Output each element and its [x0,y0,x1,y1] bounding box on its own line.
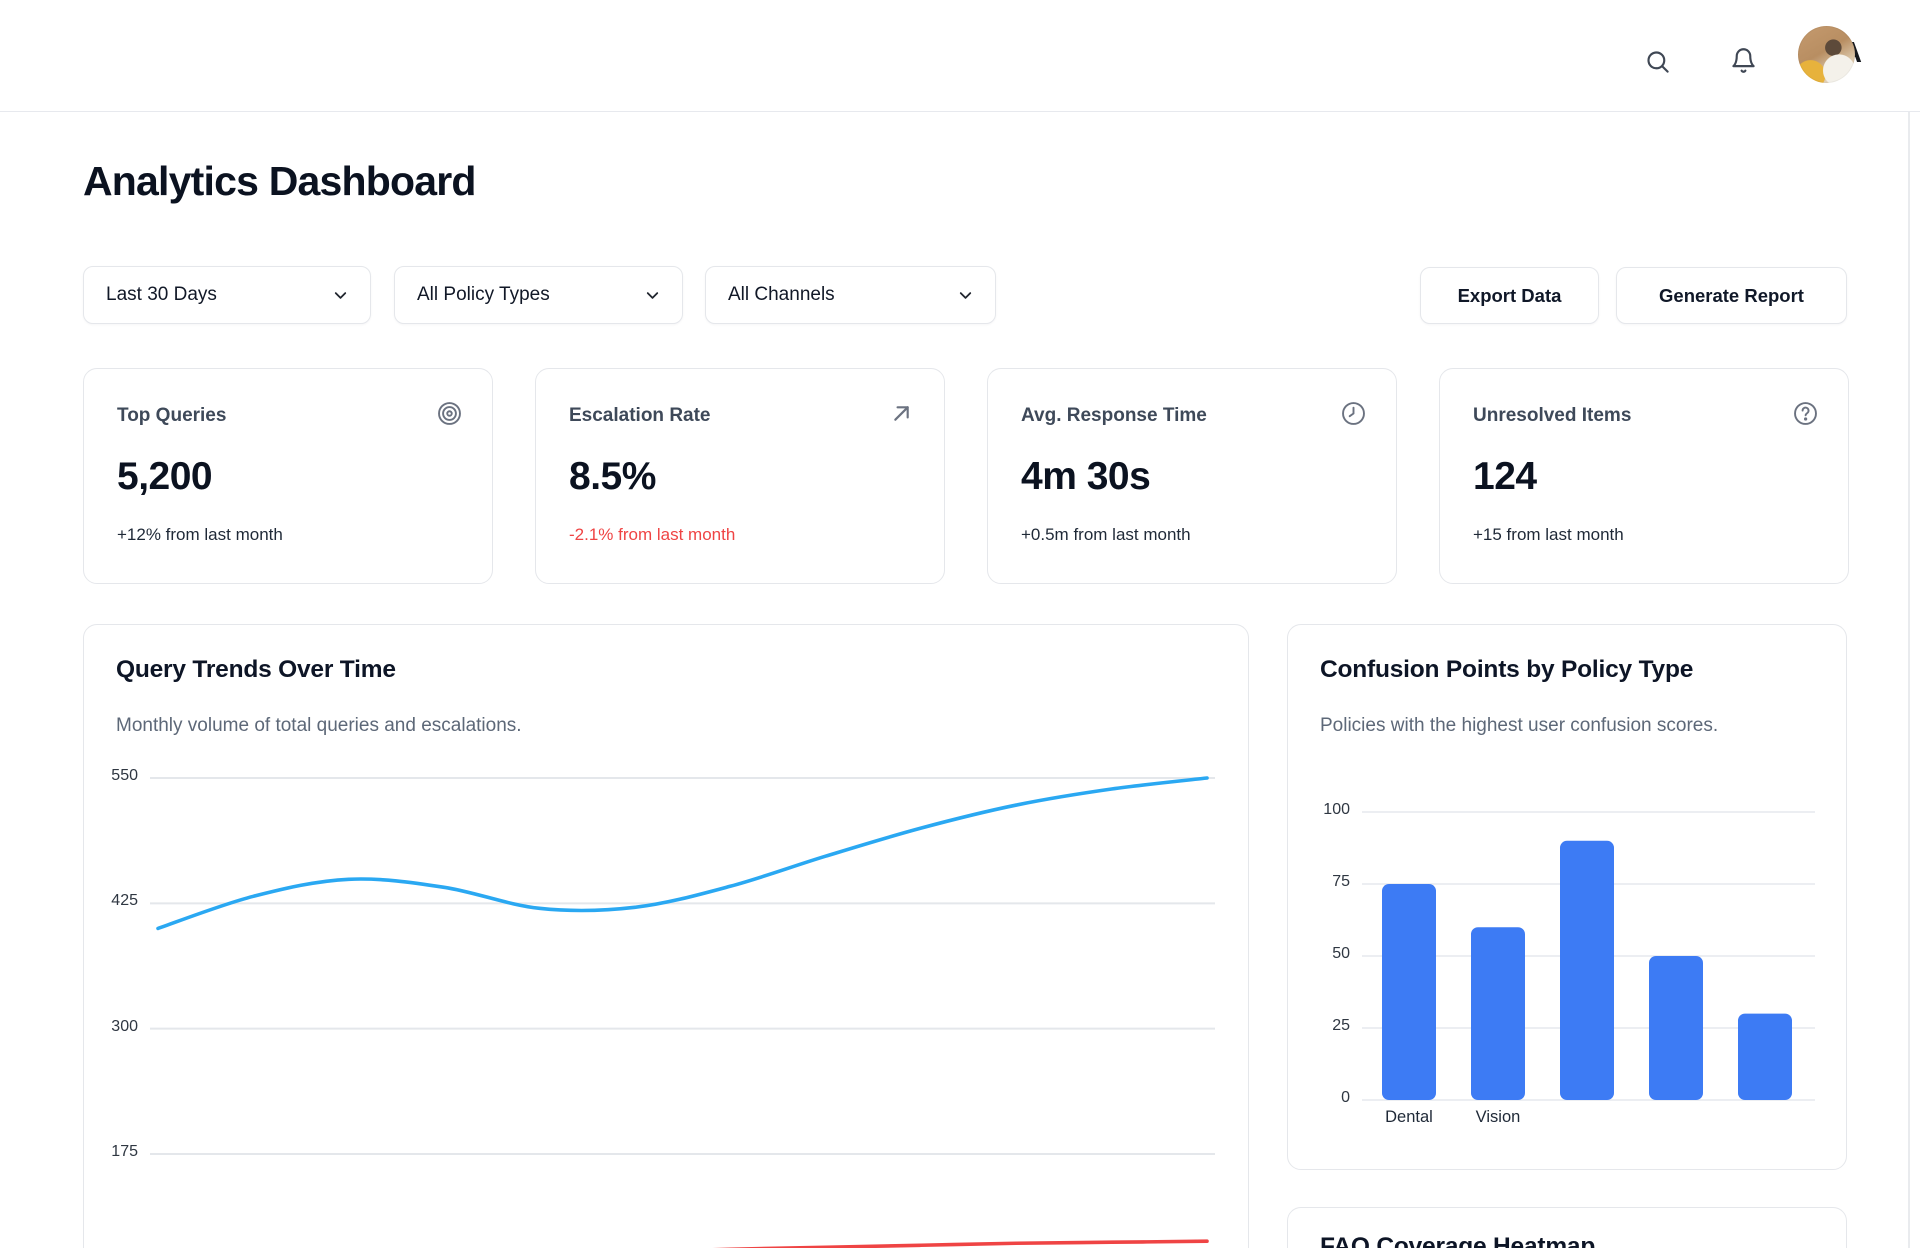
stat-card-avg-response-time: Avg. Response Time 4m 30s +0.5m from las… [987,368,1397,584]
chart-title: Query Trends Over Time [116,656,396,683]
bar-col-5 [1738,1013,1792,1100]
export-data-button[interactable]: Export Data [1420,267,1599,324]
stat-delta: +12% from last month [117,525,283,544]
date-range-value: Last 30 Days [106,284,217,305]
x-axis-category: Vision [1475,1108,1521,1126]
stat-delta: +15 from last month [1473,525,1624,544]
bell-icon[interactable] [1730,47,1757,74]
stat-delta: -2.1% from last month [569,525,736,544]
y-axis-tick: 100 [1323,801,1350,818]
channel-dropdown[interactable]: All Channels [705,266,996,324]
chevron-down-icon [331,286,350,305]
stat-card-top-queries: Top Queries 5,200 +12% from last month [83,368,493,584]
y-axis-tick: 300 [111,1017,138,1035]
stat-value: 5,200 [117,455,213,498]
chart-title: Confusion Points by Policy Type [1320,656,1694,683]
policy-type-value: All Policy Types [417,284,550,305]
date-range-dropdown[interactable]: Last 30 Days [83,266,371,324]
chart-title: FAQ Coverage Heatmap [1320,1233,1596,1248]
stat-label: Escalation Rate [569,405,711,426]
user-avatar[interactable] [1798,26,1855,83]
bar-col-3 [1560,840,1614,1100]
y-axis-tick: 0 [1341,1089,1350,1106]
help-icon [1792,400,1819,427]
y-axis-tick: 75 [1332,873,1350,890]
page-title: Analytics Dashboard [83,158,476,204]
y-axis-tick: 50 [1332,945,1350,962]
bar-Dental [1382,884,1436,1100]
series-total-queries [156,776,1209,931]
stat-card-unresolved-items: Unresolved Items 124 +15 from last month [1439,368,1849,584]
query-trends-card: Query Trends Over Time Monthly volume of… [83,624,1249,1248]
window-right-edge [1908,0,1910,1248]
stat-delta: +0.5m from last month [1021,525,1191,544]
stat-label: Unresolved Items [1473,405,1632,426]
series-escalations [710,1239,1209,1248]
channel-value: All Channels [728,284,835,305]
clock-icon [1340,400,1367,427]
target-icon [436,400,463,427]
stat-card-escalation-rate: Escalation Rate 8.5% -2.1% from last mon… [535,368,945,584]
x-axis-category: Dental [1385,1108,1433,1126]
chart-subtitle: Monthly volume of total queries and esca… [116,715,522,736]
trend-up-icon [888,400,915,427]
policy-type-dropdown[interactable]: All Policy Types [394,266,683,324]
chevron-down-icon [643,286,662,305]
chart-subtitle: Policies with the highest user confusion… [1320,715,1719,736]
bar-Vision [1471,927,1525,1100]
chevron-down-icon [956,286,975,305]
y-axis-tick: 550 [111,767,138,784]
y-axis-tick: 175 [111,1143,138,1160]
stat-label: Avg. Response Time [1021,405,1207,426]
search-icon[interactable] [1644,48,1671,75]
bar-col-4 [1649,956,1703,1100]
top-bar: A [0,0,1920,112]
stat-value: 124 [1473,455,1537,498]
line-chart [150,776,1215,1248]
y-axis-tick: 425 [111,892,138,910]
generate-report-button[interactable]: Generate Report [1616,267,1847,324]
stat-label: Top Queries [117,405,227,426]
faq-coverage-card: FAQ Coverage Heatmap [1287,1207,1847,1248]
stat-value: 8.5% [569,455,656,498]
stat-value: 4m 30s [1021,455,1151,498]
bar-chart [1362,811,1815,1101]
y-axis-tick: 25 [1332,1017,1350,1034]
